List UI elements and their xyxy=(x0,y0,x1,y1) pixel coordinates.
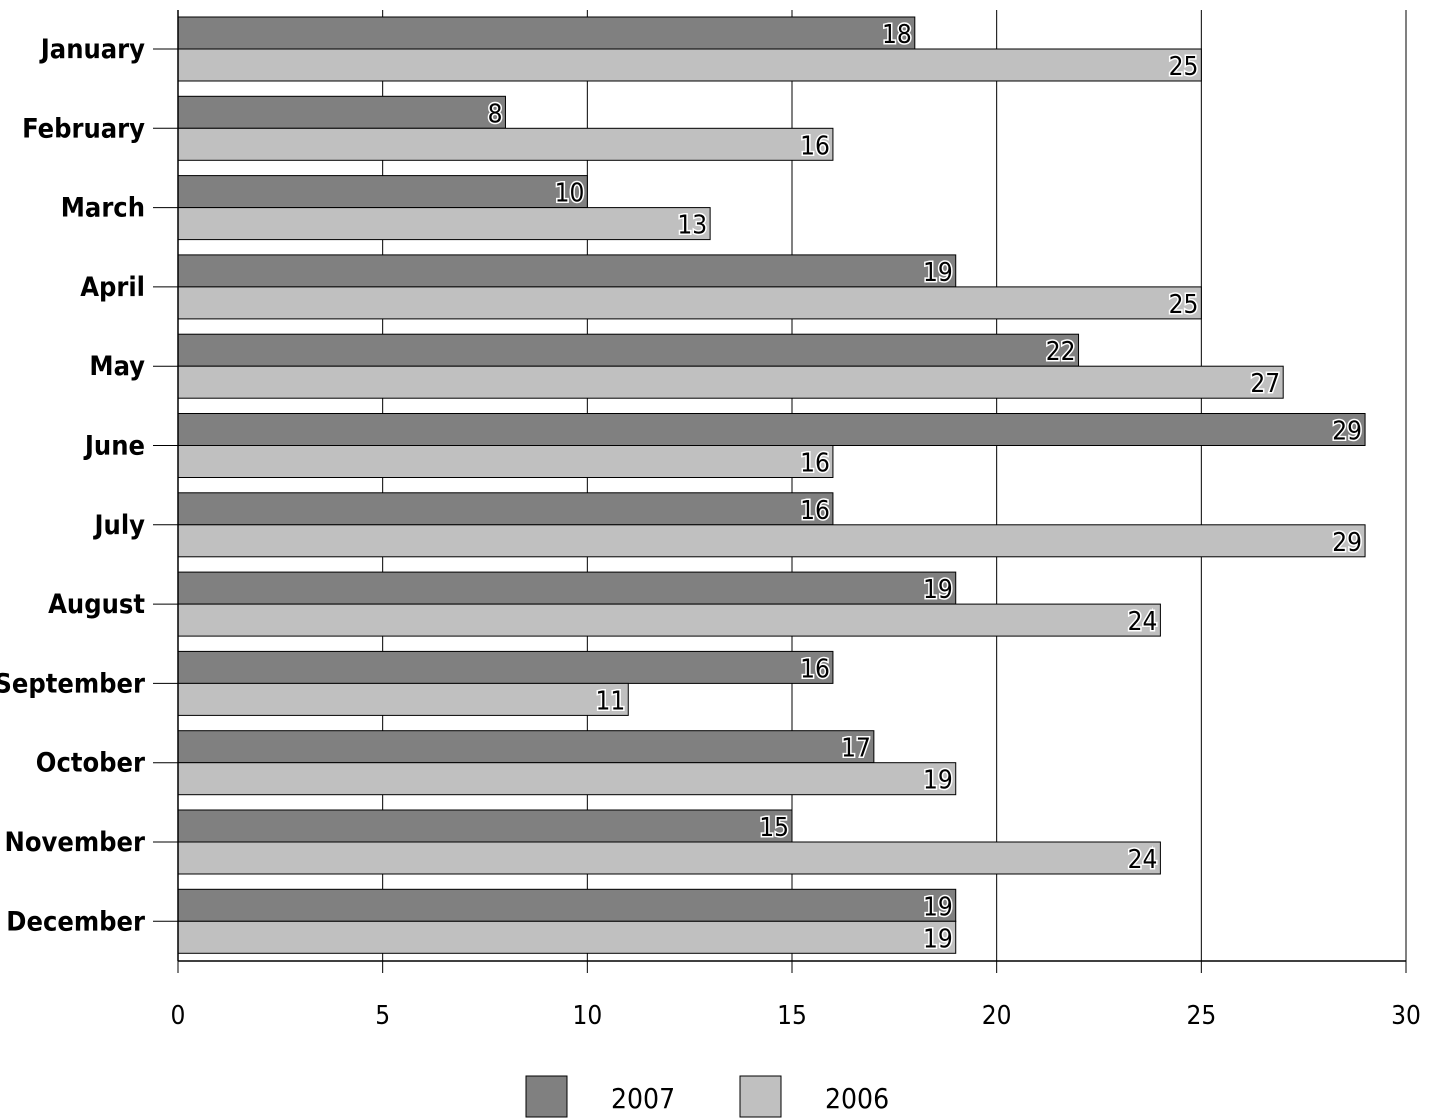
legend-swatch-2006 xyxy=(739,1075,782,1118)
data-label: 27 xyxy=(1250,369,1280,399)
bar-2006-june xyxy=(177,445,834,478)
bar-2006-september xyxy=(177,682,629,716)
data-label: 24 xyxy=(1128,845,1158,875)
category-label: May xyxy=(89,351,145,382)
legend-swatch-2007 xyxy=(525,1075,568,1118)
bar-2007-january xyxy=(177,16,916,50)
legend-label: 2007 xyxy=(611,1082,675,1115)
data-label: 16 xyxy=(800,654,830,684)
x-tick-label: 15 xyxy=(777,1001,807,1031)
bar-2007-july xyxy=(177,492,834,526)
data-label: 19 xyxy=(923,575,953,605)
bar-2006-august xyxy=(177,603,1161,637)
category-label: July xyxy=(93,510,146,541)
data-label: 19 xyxy=(923,892,953,922)
bar-2006-january xyxy=(177,48,1202,82)
data-label: 19 xyxy=(923,924,953,954)
category-label: December xyxy=(6,906,145,937)
bar-2006-november xyxy=(177,841,1161,875)
bar-2006-february xyxy=(177,127,834,161)
data-label: 19 xyxy=(923,766,953,796)
category-label: August xyxy=(48,589,145,620)
data-label: 15 xyxy=(759,813,789,843)
bar-2007-november xyxy=(177,809,793,843)
axes: 0 5 10 15 20 25 30 January February March April May… xyxy=(0,10,1421,1031)
bar-2006-october xyxy=(177,762,957,796)
x-tick-label: 5 xyxy=(375,1001,390,1031)
category-label: September xyxy=(0,668,145,699)
data-label: 13 xyxy=(677,211,707,241)
x-tick-label: 30 xyxy=(1391,1001,1421,1031)
category-label: February xyxy=(22,113,145,144)
bars xyxy=(177,16,1366,954)
x-tick-label: 10 xyxy=(572,1001,602,1031)
category-label: November xyxy=(5,827,146,858)
gridlines xyxy=(382,10,1407,961)
data-label: 10 xyxy=(555,179,585,209)
data-label: 16 xyxy=(800,496,830,526)
data-label: 18 xyxy=(882,20,912,50)
bar-2006-april xyxy=(177,286,1202,320)
bar-2007-august xyxy=(177,571,957,605)
data-label: 29 xyxy=(1332,528,1362,558)
data-label: 24 xyxy=(1128,607,1158,637)
bar-2006-march xyxy=(177,207,711,241)
bar-2007-february xyxy=(177,95,506,129)
category-label: April xyxy=(80,272,145,303)
data-label: 8 xyxy=(488,99,503,129)
bar-2007-october xyxy=(177,730,875,764)
category-label: October xyxy=(36,748,145,779)
x-tick-label: 25 xyxy=(1186,1001,1216,1031)
bar-2007-december xyxy=(177,888,957,922)
data-labels: 1825816101319252227291616291924161117191… xyxy=(486,19,1363,956)
category-label: March xyxy=(61,193,145,224)
bar-2006-july xyxy=(177,524,1366,558)
bar-2007-may xyxy=(177,333,1080,367)
bar-2007-september xyxy=(177,650,834,684)
data-label: 29 xyxy=(1332,417,1362,447)
x-tick-label: 20 xyxy=(982,1001,1012,1031)
data-label: 25 xyxy=(1169,290,1199,320)
data-label: 25 xyxy=(1169,52,1199,82)
bar-2007-march xyxy=(177,175,588,209)
bar-2007-april xyxy=(177,254,957,288)
data-label: 16 xyxy=(800,449,830,479)
data-label: 22 xyxy=(1046,337,1076,367)
bar-2006-december xyxy=(177,920,957,954)
data-label: 19 xyxy=(923,258,953,288)
legend: 2007 2006 xyxy=(525,1075,889,1118)
bar-2006-may xyxy=(177,365,1284,399)
bar-2007-june xyxy=(177,413,1366,446)
category-label: January xyxy=(39,34,145,65)
data-label: 11 xyxy=(596,686,626,716)
category-label: June xyxy=(83,431,145,462)
data-label: 16 xyxy=(800,131,830,161)
x-tick-label: 0 xyxy=(171,1001,186,1031)
legend-label: 2006 xyxy=(825,1082,889,1115)
data-label: 17 xyxy=(841,734,871,764)
